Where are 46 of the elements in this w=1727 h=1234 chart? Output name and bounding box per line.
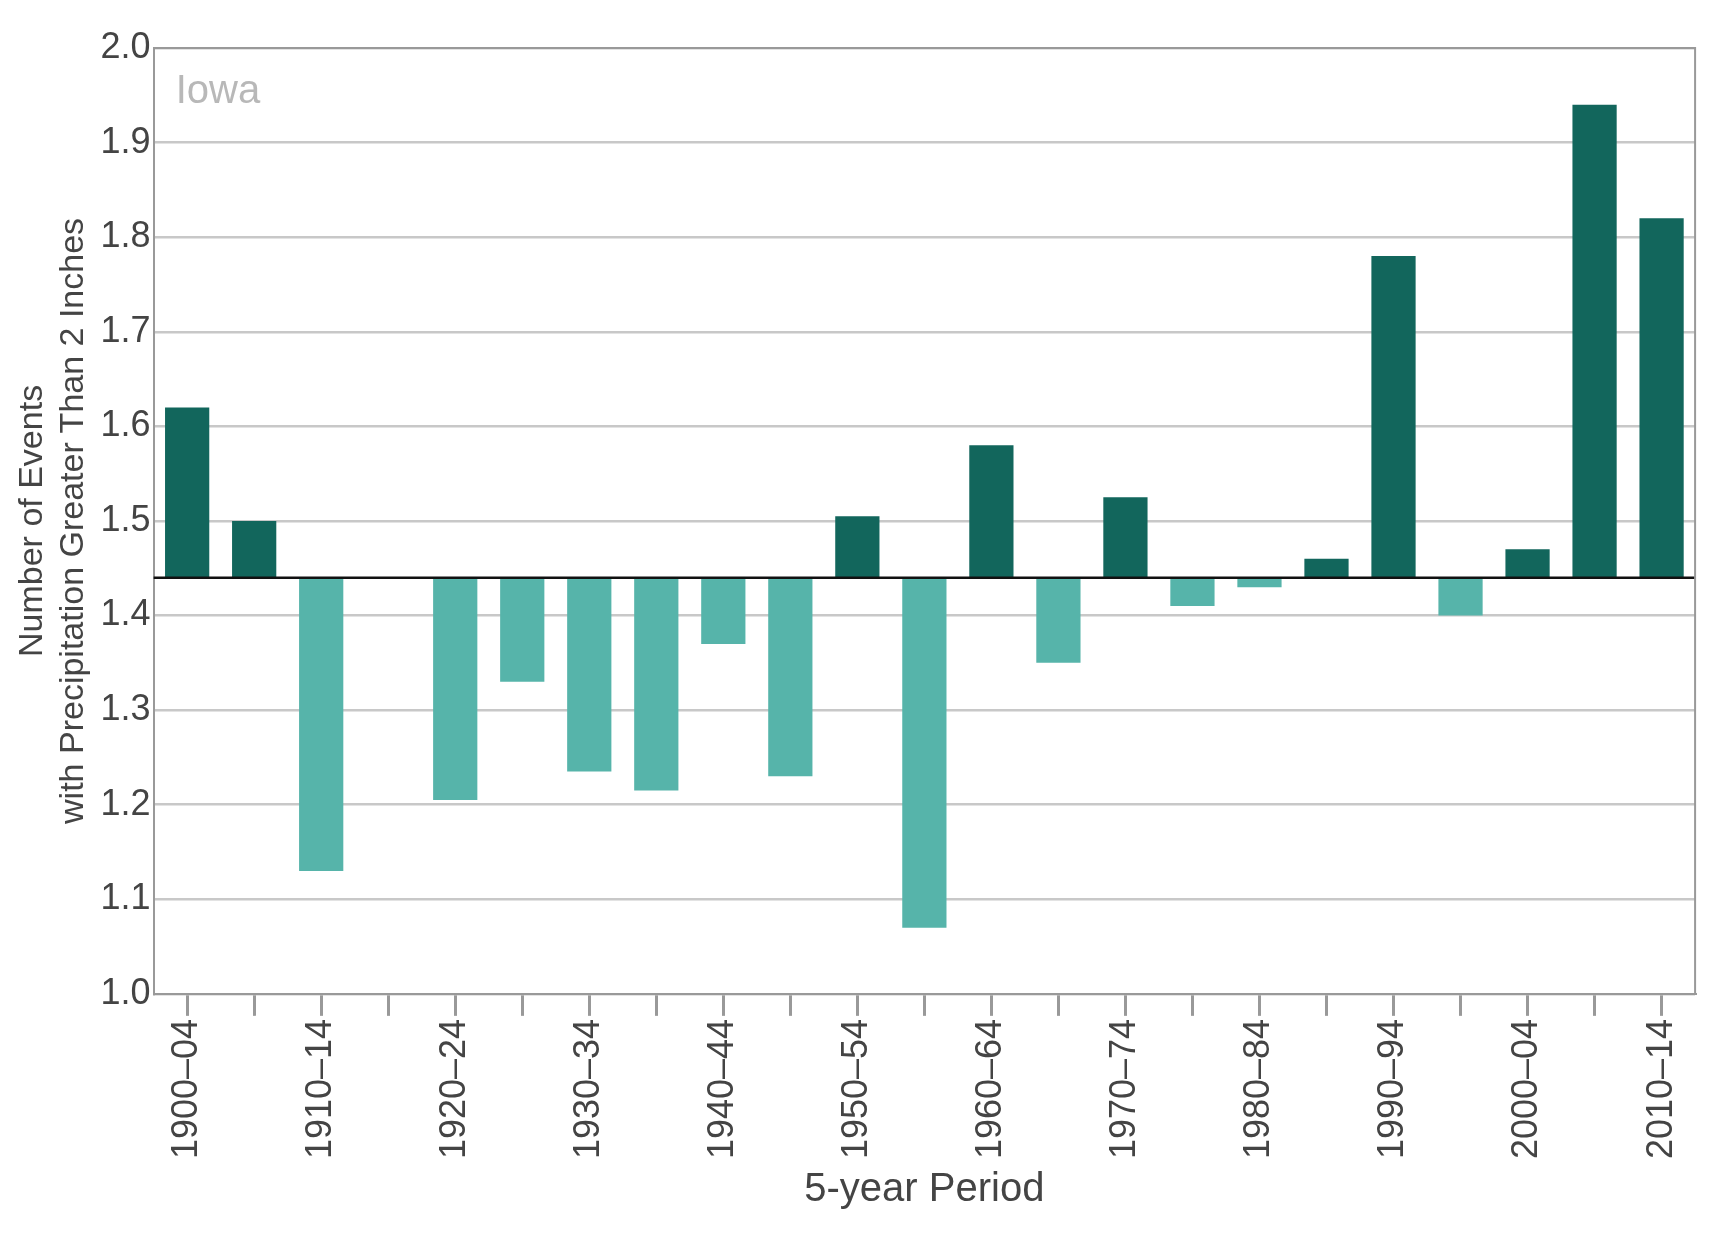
bar [1505,549,1550,578]
x-tick-label: 2010–14 [1638,1018,1680,1160]
bar [165,407,210,578]
annotation: Iowa [175,67,261,112]
bar [768,577,813,777]
x-axis-title: 5-year Period [804,1165,1045,1210]
x-tick-label: 1950–54 [834,1018,876,1160]
bar [1036,577,1081,663]
x-tick-label: 2000–04 [1504,1018,1546,1160]
y-tick-label: 1.3 [100,687,151,729]
y-tick-label: 1.9 [100,119,151,161]
bar [299,577,344,871]
bar [232,520,277,578]
x-tick-label: 1900–04 [164,1018,206,1160]
bar [835,516,880,578]
bar [969,445,1014,578]
x-tick-label: 1970–74 [1102,1018,1144,1160]
y-tick-label: 1.6 [100,403,151,445]
bar [500,577,545,682]
bar [634,577,679,791]
bar [701,577,746,644]
bar [433,577,478,800]
x-tick-label: 1940–44 [700,1018,742,1160]
y-tick-label: 1.1 [100,876,151,918]
y-tick-label: 1.7 [100,308,151,350]
bar [1438,577,1483,616]
x-tick-label: 1960–64 [968,1018,1010,1160]
bar [567,577,612,772]
y-tick-label: 1.4 [100,592,151,634]
x-tick-label: 1980–84 [1236,1018,1278,1160]
y-tick-label: 1.0 [100,970,151,1012]
x-tick-label: 1990–94 [1370,1018,1412,1160]
x-tick-label: 1930–34 [566,1018,608,1160]
y-tick-label: 1.5 [100,497,151,539]
bar [1639,218,1684,578]
y-axis-title: Number of Events with Precipitation Greater Than 2 Inches [10,217,90,825]
y-tick-label: 1.8 [100,214,151,256]
bar [1572,104,1617,578]
y-tick-label: 1.2 [100,781,151,823]
x-tick-label: 1920–24 [432,1018,474,1160]
bar [1103,497,1148,578]
x-tick-label: 1910–14 [298,1018,340,1160]
bar [1371,256,1416,578]
bar [1170,577,1215,607]
bar [902,577,947,928]
y-tick-label: 2.0 [100,24,151,66]
